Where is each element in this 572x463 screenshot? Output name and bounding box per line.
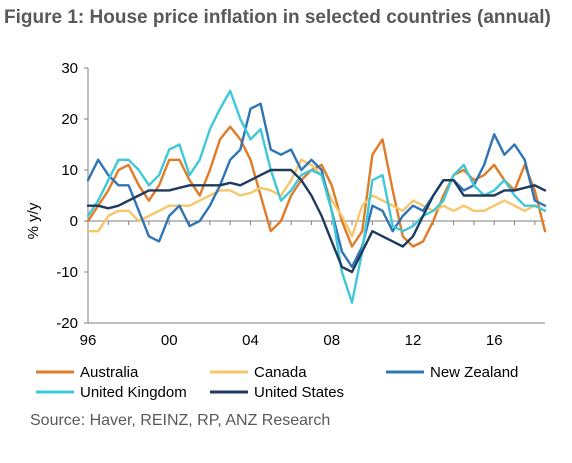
x-tick-label: 12 [405,332,422,349]
x-tick-label: 16 [486,332,503,349]
source-note: Source: Haver, REINZ, RP, ANZ Research [30,412,331,429]
y-tick-label: 20 [61,111,78,128]
y-tick-label: -10 [56,264,78,281]
legend-label-new-zealand: New Zealand [430,364,518,381]
series-line-canada [86,158,547,238]
legend-label-australia: Australia [80,364,139,381]
chart-legend: Australia Canada New Zealand United Kingdom… [36,364,518,401]
series-line-united-states [86,168,547,274]
figure-title: Figure 1: House price inflation in selec… [4,7,551,28]
series-line-new-zealand [86,102,547,269]
x-tick-label: 08 [323,332,340,349]
y-tick-label: 30 [61,60,78,77]
chart-axes: -20 -10 0 10 20 30 96 00 04 08 12 16 % y/y [25,60,545,349]
y-tick-label: -20 [56,315,78,332]
x-tick-label: 96 [80,332,97,349]
x-tick-label: 04 [242,332,259,349]
y-tick-label: 0 [70,213,78,230]
legend-label-united-kingdom: United Kingdom [80,384,187,401]
chart-series [86,89,547,304]
legend-label-canada: Canada [254,364,307,381]
y-axis-label: % y/y [25,202,42,239]
legend-label-united-states: United States [254,384,344,401]
series-line-united-kingdom [86,89,547,304]
x-tick-label: 00 [161,332,178,349]
y-tick-label: 10 [61,162,78,179]
